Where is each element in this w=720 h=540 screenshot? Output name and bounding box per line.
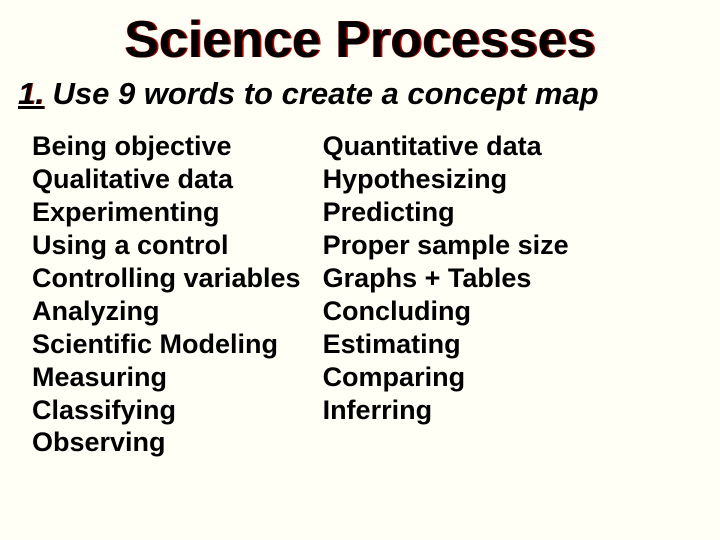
list-item: Classifying	[32, 394, 301, 427]
list-item: Using a control	[32, 229, 301, 262]
list-item: Analyzing	[32, 295, 301, 328]
list-item: Observing	[32, 426, 301, 459]
list-item: Concluding	[323, 295, 569, 328]
page-title: Science Processes	[18, 10, 702, 70]
word-columns: Being objective Qualitative data Experim…	[18, 130, 702, 459]
subtitle-text: Use 9 words to create a concept map	[52, 76, 598, 111]
list-item: Qualitative data	[32, 163, 301, 196]
slide: Science Processes 1. Use 9 words to crea…	[0, 0, 720, 540]
list-item: Controlling variables	[32, 262, 301, 295]
list-item: Experimenting	[32, 196, 301, 229]
list-item: Estimating	[323, 328, 569, 361]
list-item: Comparing	[323, 361, 569, 394]
list-item: Inferring	[323, 394, 569, 427]
list-item: Proper sample size	[323, 229, 569, 262]
list-item: Graphs + Tables	[323, 262, 569, 295]
list-item: Being objective	[32, 130, 301, 163]
list-item: Predicting	[323, 196, 569, 229]
list-item: Measuring	[32, 361, 301, 394]
subtitle-number: 1.	[18, 76, 44, 111]
list-item: Hypothesizing	[323, 163, 569, 196]
left-column: Being objective Qualitative data Experim…	[32, 130, 301, 459]
subtitle: 1. Use 9 words to create a concept map	[18, 76, 702, 112]
list-item: Scientific Modeling	[32, 328, 301, 361]
list-item: Quantitative data	[323, 130, 569, 163]
right-column: Quantitative data Hypothesizing Predicti…	[319, 130, 569, 459]
